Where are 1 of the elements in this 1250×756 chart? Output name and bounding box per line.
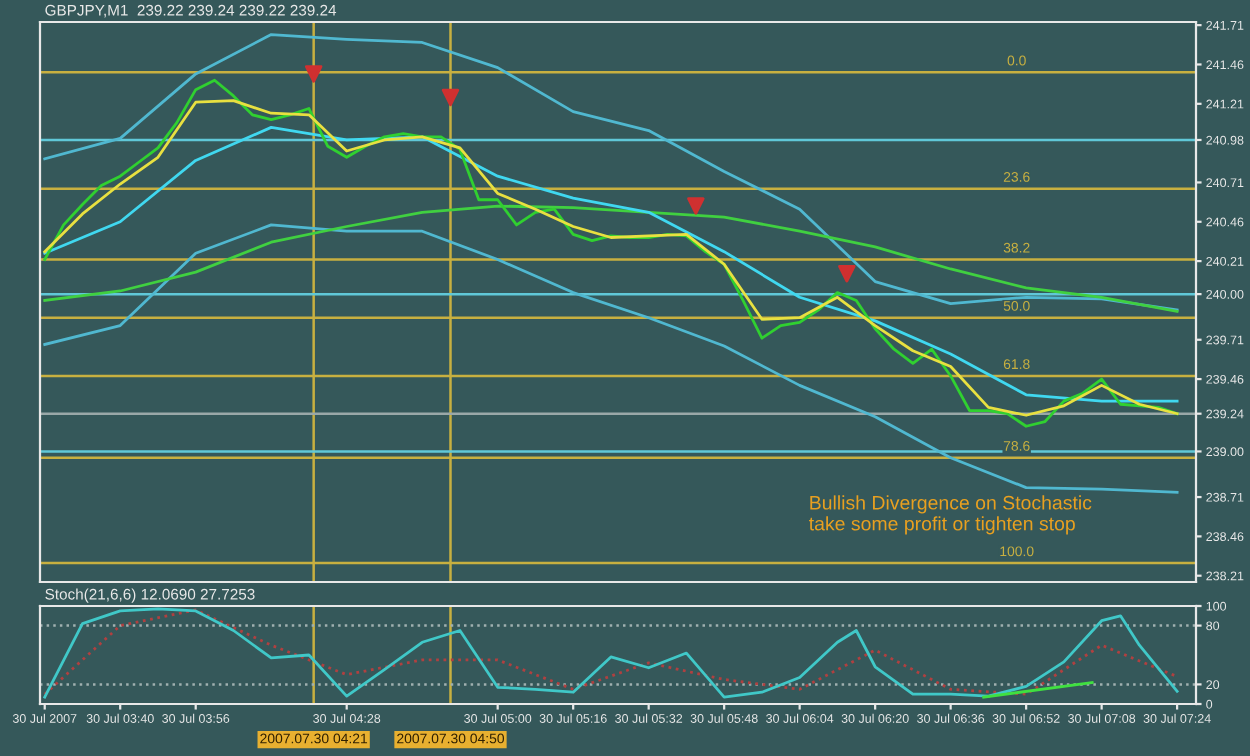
annotation: Bullish Divergence on Stochastic take some profit or tighten stop (809, 495, 1092, 535)
